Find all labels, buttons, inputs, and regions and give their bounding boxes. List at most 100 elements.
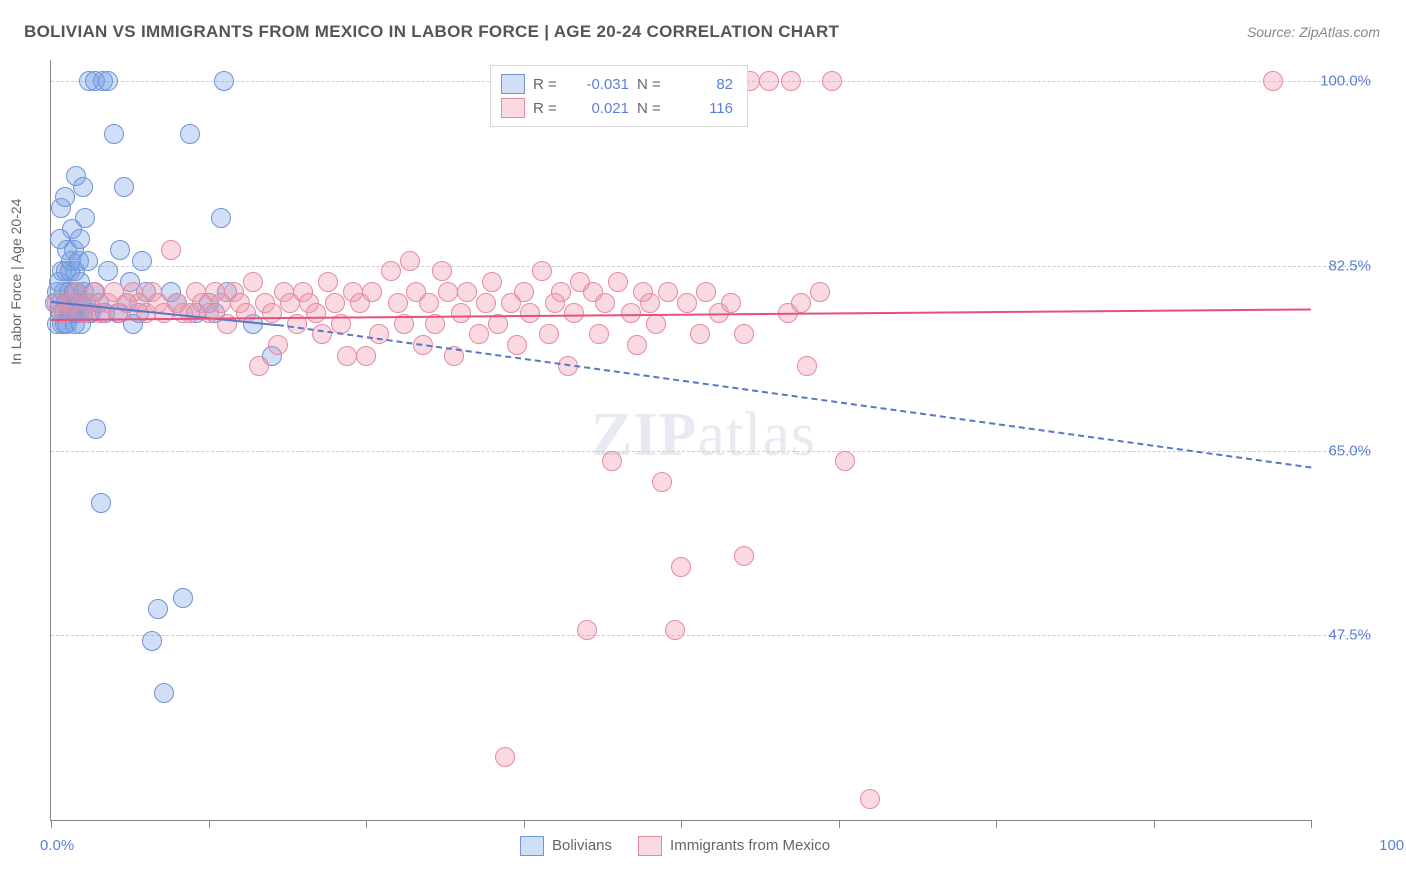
data-point xyxy=(469,324,489,344)
r-label: R = xyxy=(533,76,563,93)
x-tick xyxy=(996,820,997,828)
data-point xyxy=(627,335,647,355)
data-point xyxy=(759,71,779,91)
swatch-bolivians-icon xyxy=(520,836,544,856)
data-point xyxy=(476,293,496,313)
data-point xyxy=(482,272,502,292)
data-point xyxy=(438,282,458,302)
data-point xyxy=(70,229,90,249)
data-point xyxy=(520,303,540,323)
data-point xyxy=(132,251,152,271)
legend-label-mexico: Immigrants from Mexico xyxy=(670,837,830,854)
data-point xyxy=(658,282,678,302)
data-point xyxy=(98,71,118,91)
y-tick-label: 47.5% xyxy=(1316,627,1371,644)
r-label: R = xyxy=(533,100,563,117)
x-tick xyxy=(1154,820,1155,828)
gridline xyxy=(51,451,1371,452)
data-point xyxy=(154,683,174,703)
plot-region: ZIPatlas 47.5%65.0%82.5%100.0% xyxy=(50,60,1311,821)
n-label: N = xyxy=(637,100,667,117)
data-point xyxy=(381,261,401,281)
data-point xyxy=(419,293,439,313)
x-axis-min-label: 0.0% xyxy=(40,837,74,854)
data-point xyxy=(312,324,332,344)
data-point xyxy=(306,303,326,323)
data-point xyxy=(73,177,93,197)
data-point xyxy=(362,282,382,302)
swatch-mexico-icon xyxy=(638,836,662,856)
data-point xyxy=(652,472,672,492)
data-point xyxy=(388,293,408,313)
data-point xyxy=(214,71,234,91)
x-tick xyxy=(681,820,682,828)
data-point xyxy=(791,293,811,313)
data-point xyxy=(91,493,111,513)
data-point xyxy=(690,324,710,344)
data-point xyxy=(797,356,817,376)
data-point xyxy=(677,293,697,313)
y-tick-label: 65.0% xyxy=(1316,442,1371,459)
data-point xyxy=(173,588,193,608)
data-point xyxy=(589,324,609,344)
data-point xyxy=(104,124,124,144)
n-value-bolivians: 82 xyxy=(675,76,733,93)
chart-title: BOLIVIAN VS IMMIGRANTS FROM MEXICO IN LA… xyxy=(24,22,839,42)
chart-area: In Labor Force | Age 20-24 ZIPatlas 47.5… xyxy=(50,60,1370,820)
data-point xyxy=(249,356,269,376)
correlation-legend: R = -0.031 N = 82 R = 0.021 N = 116 xyxy=(490,65,748,127)
watermark: ZIPatlas xyxy=(591,400,816,471)
data-point xyxy=(318,272,338,292)
data-point xyxy=(180,124,200,144)
swatch-mexico xyxy=(501,98,525,118)
x-tick xyxy=(51,820,52,828)
data-point xyxy=(595,293,615,313)
data-point xyxy=(514,282,534,302)
data-point xyxy=(734,324,754,344)
data-point xyxy=(734,546,754,566)
data-point xyxy=(671,557,691,577)
x-tick xyxy=(839,820,840,828)
legend-row-mexico: R = 0.021 N = 116 xyxy=(501,96,733,120)
x-tick xyxy=(209,820,210,828)
data-point xyxy=(55,187,75,207)
data-point xyxy=(507,335,527,355)
data-point xyxy=(142,631,162,651)
data-point xyxy=(602,451,622,471)
trendline-extrapolation xyxy=(278,324,1311,468)
n-value-mexico: 116 xyxy=(675,100,733,117)
data-point xyxy=(268,335,288,355)
data-point xyxy=(564,303,584,323)
r-value-mexico: 0.021 xyxy=(571,100,629,117)
n-label: N = xyxy=(637,76,667,93)
x-tick xyxy=(524,820,525,828)
data-point xyxy=(532,261,552,281)
data-point xyxy=(325,293,345,313)
legend-label-bolivians: Bolivians xyxy=(552,837,612,854)
source-attribution: Source: ZipAtlas.com xyxy=(1247,24,1380,40)
data-point xyxy=(822,71,842,91)
data-point xyxy=(337,346,357,366)
data-point xyxy=(810,282,830,302)
series-legend: Bolivians Immigrants from Mexico xyxy=(520,836,830,856)
data-point xyxy=(539,324,559,344)
data-point xyxy=(640,293,660,313)
data-point xyxy=(110,240,130,260)
data-point xyxy=(98,261,118,281)
y-axis-title: In Labor Force | Age 20-24 xyxy=(8,199,24,365)
data-point xyxy=(356,346,376,366)
x-tick xyxy=(1311,820,1312,828)
data-point xyxy=(114,177,134,197)
gridline xyxy=(51,266,1371,267)
data-point xyxy=(835,451,855,471)
data-point xyxy=(1263,71,1283,91)
data-point xyxy=(78,251,98,271)
data-point xyxy=(148,599,168,619)
data-point xyxy=(721,293,741,313)
data-point xyxy=(646,314,666,334)
data-point xyxy=(608,272,628,292)
legend-item-bolivians: Bolivians xyxy=(520,836,612,856)
data-point xyxy=(577,620,597,640)
watermark-atlas: atlas xyxy=(697,401,816,469)
data-point xyxy=(457,282,477,302)
